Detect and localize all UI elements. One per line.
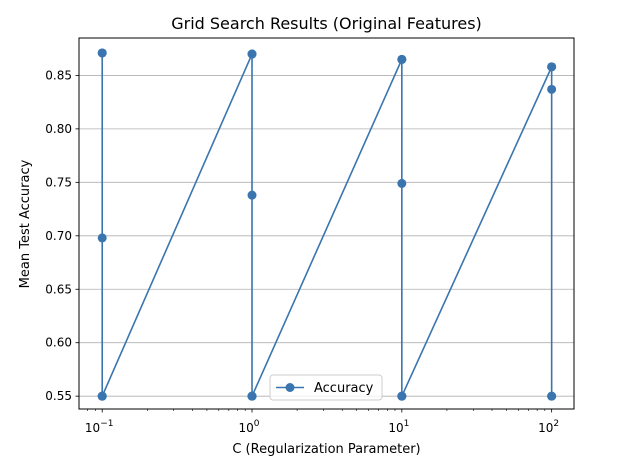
legend-box xyxy=(269,374,383,401)
data-point xyxy=(97,48,107,58)
data-point xyxy=(397,391,407,401)
data-point xyxy=(397,54,407,64)
x-axis-label: C (Regularization Parameter) xyxy=(232,442,420,457)
data-point xyxy=(97,233,107,243)
y-tick-label: 0.80 xyxy=(45,122,72,136)
y-tick-label: 0.65 xyxy=(45,282,72,296)
x-tick-label: 100 xyxy=(239,419,260,435)
chart-title: Grid Search Results (Original Features) xyxy=(171,14,482,33)
y-tick-label: 0.60 xyxy=(45,336,72,350)
plot-frame xyxy=(78,37,575,410)
y-tick-label: 0.75 xyxy=(45,175,72,189)
y-axis-label: Mean Test Accuracy xyxy=(18,159,33,288)
x-tick-label: 10−1 xyxy=(85,419,114,435)
y-tick-label: 0.70 xyxy=(45,229,72,243)
data-point xyxy=(247,391,257,401)
data-point xyxy=(247,190,257,200)
legend: Accuracy xyxy=(269,374,383,401)
data-point xyxy=(547,391,557,401)
legend-marker-swatch xyxy=(285,383,295,392)
axis-ticks: 0.55 0.60 0.65 0.70 0.75 0.80 0.85 10−1 100 101 10… xyxy=(45,68,559,435)
grid-lines xyxy=(79,75,574,397)
legend-label: Accuracy xyxy=(314,381,374,396)
data-point xyxy=(547,84,557,94)
data-point xyxy=(397,178,407,188)
data-point xyxy=(97,391,107,401)
series-layer xyxy=(97,48,557,401)
y-tick-label: 0.55 xyxy=(45,389,72,403)
data-point xyxy=(247,49,257,59)
x-tick-label: 101 xyxy=(388,419,409,435)
y-tick-label: 0.85 xyxy=(45,68,72,82)
x-tick-label: 102 xyxy=(538,419,559,435)
data-point xyxy=(547,62,557,72)
